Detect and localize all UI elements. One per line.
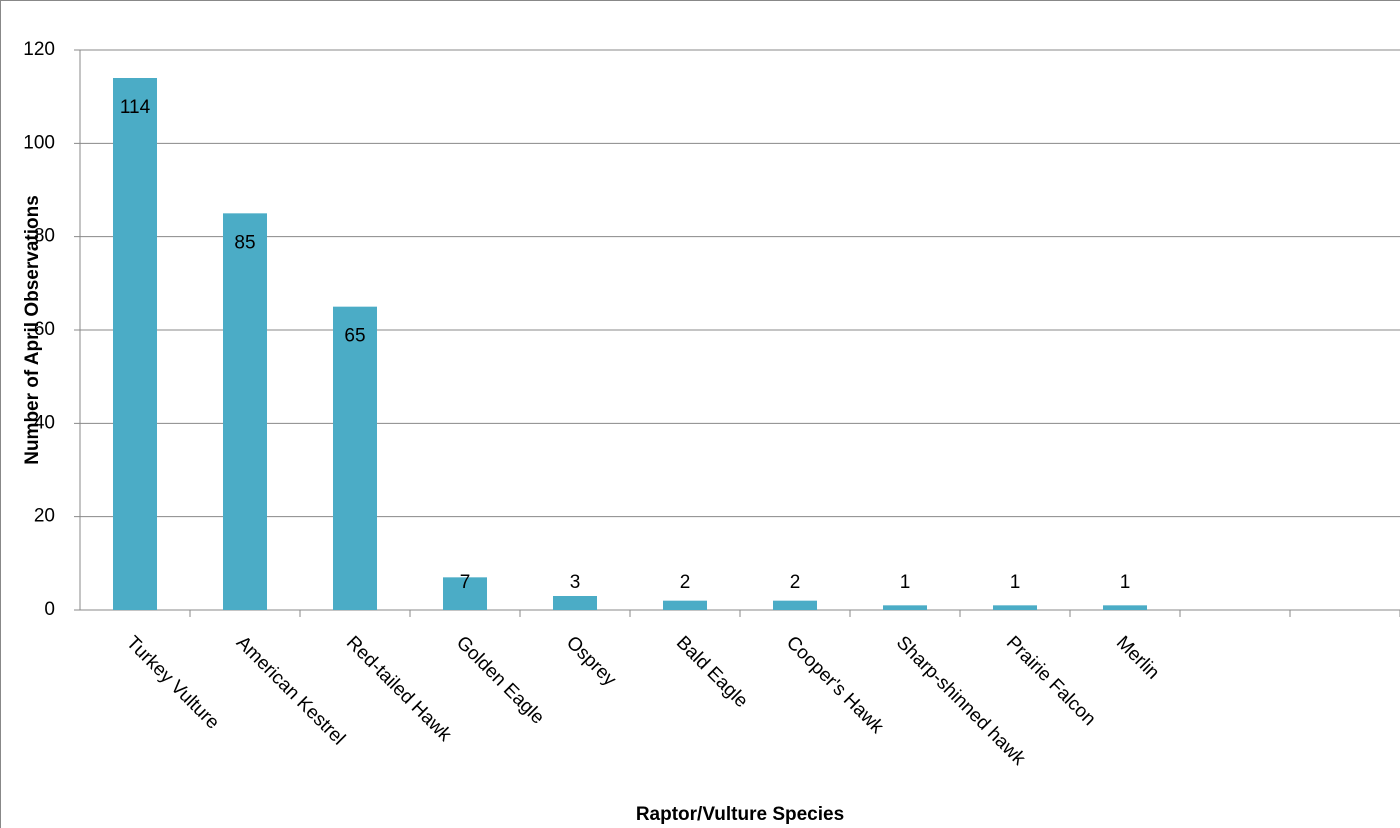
y-axis-title: Number of April Observations [22,195,43,465]
bar [773,600,817,610]
data-label: 1 [1010,572,1021,593]
bar [1103,605,1147,610]
bar [553,596,597,610]
bar [333,306,377,610]
y-tick-label: 80 [34,226,55,247]
data-label: 3 [570,572,581,593]
y-tick-label: 0 [44,599,55,620]
data-label: 1 [1120,572,1131,593]
data-label: 65 [344,326,365,347]
data-label: 2 [680,572,691,593]
data-label: 85 [234,232,255,253]
data-label: 1 [900,572,911,593]
data-label: 114 [120,97,151,118]
bar [663,600,707,610]
bar [993,605,1037,610]
bar [113,78,157,610]
y-tick-label: 100 [23,132,55,153]
bar [883,605,927,610]
bar [223,213,267,611]
bar [443,577,487,610]
y-tick-label: 40 [34,412,55,433]
y-tick-label: 120 [23,39,55,60]
data-label: 2 [790,572,801,593]
x-axis-title: Raptor/Vulture Species [636,804,844,825]
data-label: 7 [460,572,471,593]
y-tick-label: 60 [34,319,55,340]
y-tick-label: 20 [34,506,55,527]
